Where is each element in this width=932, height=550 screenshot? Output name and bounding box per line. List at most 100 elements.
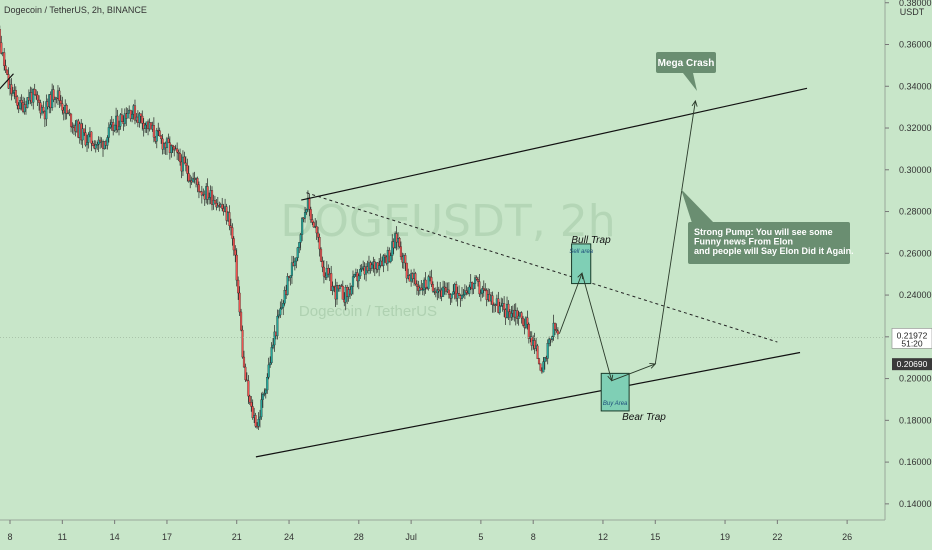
candle-down — [69, 113, 73, 127]
x-tick-label: 14 — [110, 532, 120, 542]
candle-up — [260, 399, 263, 418]
projection-arrowhead — [691, 99, 698, 107]
candle-down — [158, 130, 161, 137]
projection-segment — [654, 100, 696, 365]
candle-up — [23, 104, 26, 112]
candle-down — [235, 254, 238, 281]
candle-up — [280, 307, 283, 309]
x-tick-label: 17 — [162, 532, 172, 542]
candle-down — [539, 363, 542, 371]
x-tick-label: 15 — [650, 532, 660, 542]
candle-down — [312, 222, 315, 228]
candle-down — [152, 125, 155, 138]
candle-down — [61, 103, 64, 111]
candle-up — [282, 303, 285, 308]
candle-down — [526, 317, 529, 325]
candle-down — [478, 281, 481, 295]
candle-down — [245, 379, 248, 382]
candle-up — [353, 274, 356, 277]
candle-down — [160, 135, 163, 140]
candle-up — [472, 283, 475, 290]
y-tick-label: 0.32000 — [899, 123, 932, 133]
candle-down — [237, 279, 240, 294]
bear-trap-label: Bear Trap — [622, 412, 666, 423]
strong-pump-text-line: Strong Pump: You will see some — [694, 227, 833, 237]
candle-down — [200, 191, 203, 196]
candle-up — [94, 144, 97, 149]
marked-price-value: 0.20690 — [897, 359, 928, 369]
y-axis-unit: USDT — [900, 7, 925, 17]
candle-up — [272, 344, 275, 348]
candle-up — [81, 128, 84, 141]
candle-down — [197, 184, 200, 192]
candle-up — [391, 241, 394, 256]
candle-up — [301, 217, 304, 235]
candle-down — [476, 279, 480, 282]
candle-up — [267, 364, 270, 378]
upper-channel-line — [301, 87, 808, 201]
projection-segment — [581, 273, 613, 381]
y-tick-label: 0.16000 — [899, 457, 932, 467]
candle-up — [269, 362, 272, 366]
candle-up — [170, 145, 173, 154]
candle-up — [335, 285, 339, 300]
candle-down — [36, 94, 39, 101]
candle-down — [536, 345, 539, 359]
candle-down — [318, 237, 321, 250]
candle-down — [395, 233, 398, 243]
candle-down — [341, 285, 344, 300]
candle-up — [261, 394, 264, 400]
x-tick-label: 21 — [232, 532, 242, 542]
candle-down — [553, 322, 557, 330]
candle-up — [382, 255, 385, 266]
candle-up — [290, 262, 293, 276]
candle-up — [436, 289, 439, 294]
y-tick-label: 0.26000 — [899, 248, 932, 258]
candle-up — [338, 285, 341, 289]
candle-up — [450, 293, 453, 299]
candle-up — [295, 257, 298, 262]
candle-down — [141, 115, 144, 124]
candle-up — [192, 178, 195, 183]
x-tick-label: 22 — [772, 532, 782, 542]
current-price-value: 0.21972 — [897, 330, 928, 340]
y-tick-label: 0.24000 — [899, 290, 932, 300]
candle-up — [131, 113, 134, 119]
candle-up — [305, 209, 308, 213]
candle-up — [331, 286, 334, 291]
x-tick-label: 28 — [354, 532, 364, 542]
candle-up — [360, 268, 363, 270]
candle-up — [289, 275, 292, 278]
y-tick-label: 0.30000 — [899, 165, 932, 175]
current-price-tag — [891, 328, 932, 349]
candle-down — [196, 178, 199, 185]
candle-up — [276, 315, 279, 337]
candle-up — [87, 134, 90, 143]
candle-down — [308, 197, 311, 210]
candle-up — [113, 124, 116, 131]
candle-up — [11, 92, 14, 94]
candle-up — [279, 308, 282, 316]
candle-up — [389, 255, 392, 262]
x-tick-label: 11 — [58, 532, 67, 542]
dashed-resistance-line — [306, 192, 778, 343]
candle-up — [32, 89, 35, 103]
candle-up — [299, 234, 302, 243]
candle-down — [0, 42, 3, 54]
candle-down — [319, 248, 323, 262]
candle-up — [293, 260, 296, 267]
candle-down — [465, 290, 468, 293]
candle-up — [548, 338, 551, 344]
candle-down — [183, 156, 186, 164]
candle-down — [507, 303, 510, 312]
candle-down — [0, 29, 1, 43]
candle-up — [479, 292, 482, 295]
candle-up — [468, 286, 471, 294]
y-tick-label: 0.38000 — [899, 0, 932, 8]
candle-up — [155, 130, 158, 142]
bull-trap-label: Bull Trap — [571, 235, 611, 246]
candle-down — [455, 284, 458, 299]
candle-down — [238, 292, 241, 313]
candle-up — [263, 393, 266, 395]
